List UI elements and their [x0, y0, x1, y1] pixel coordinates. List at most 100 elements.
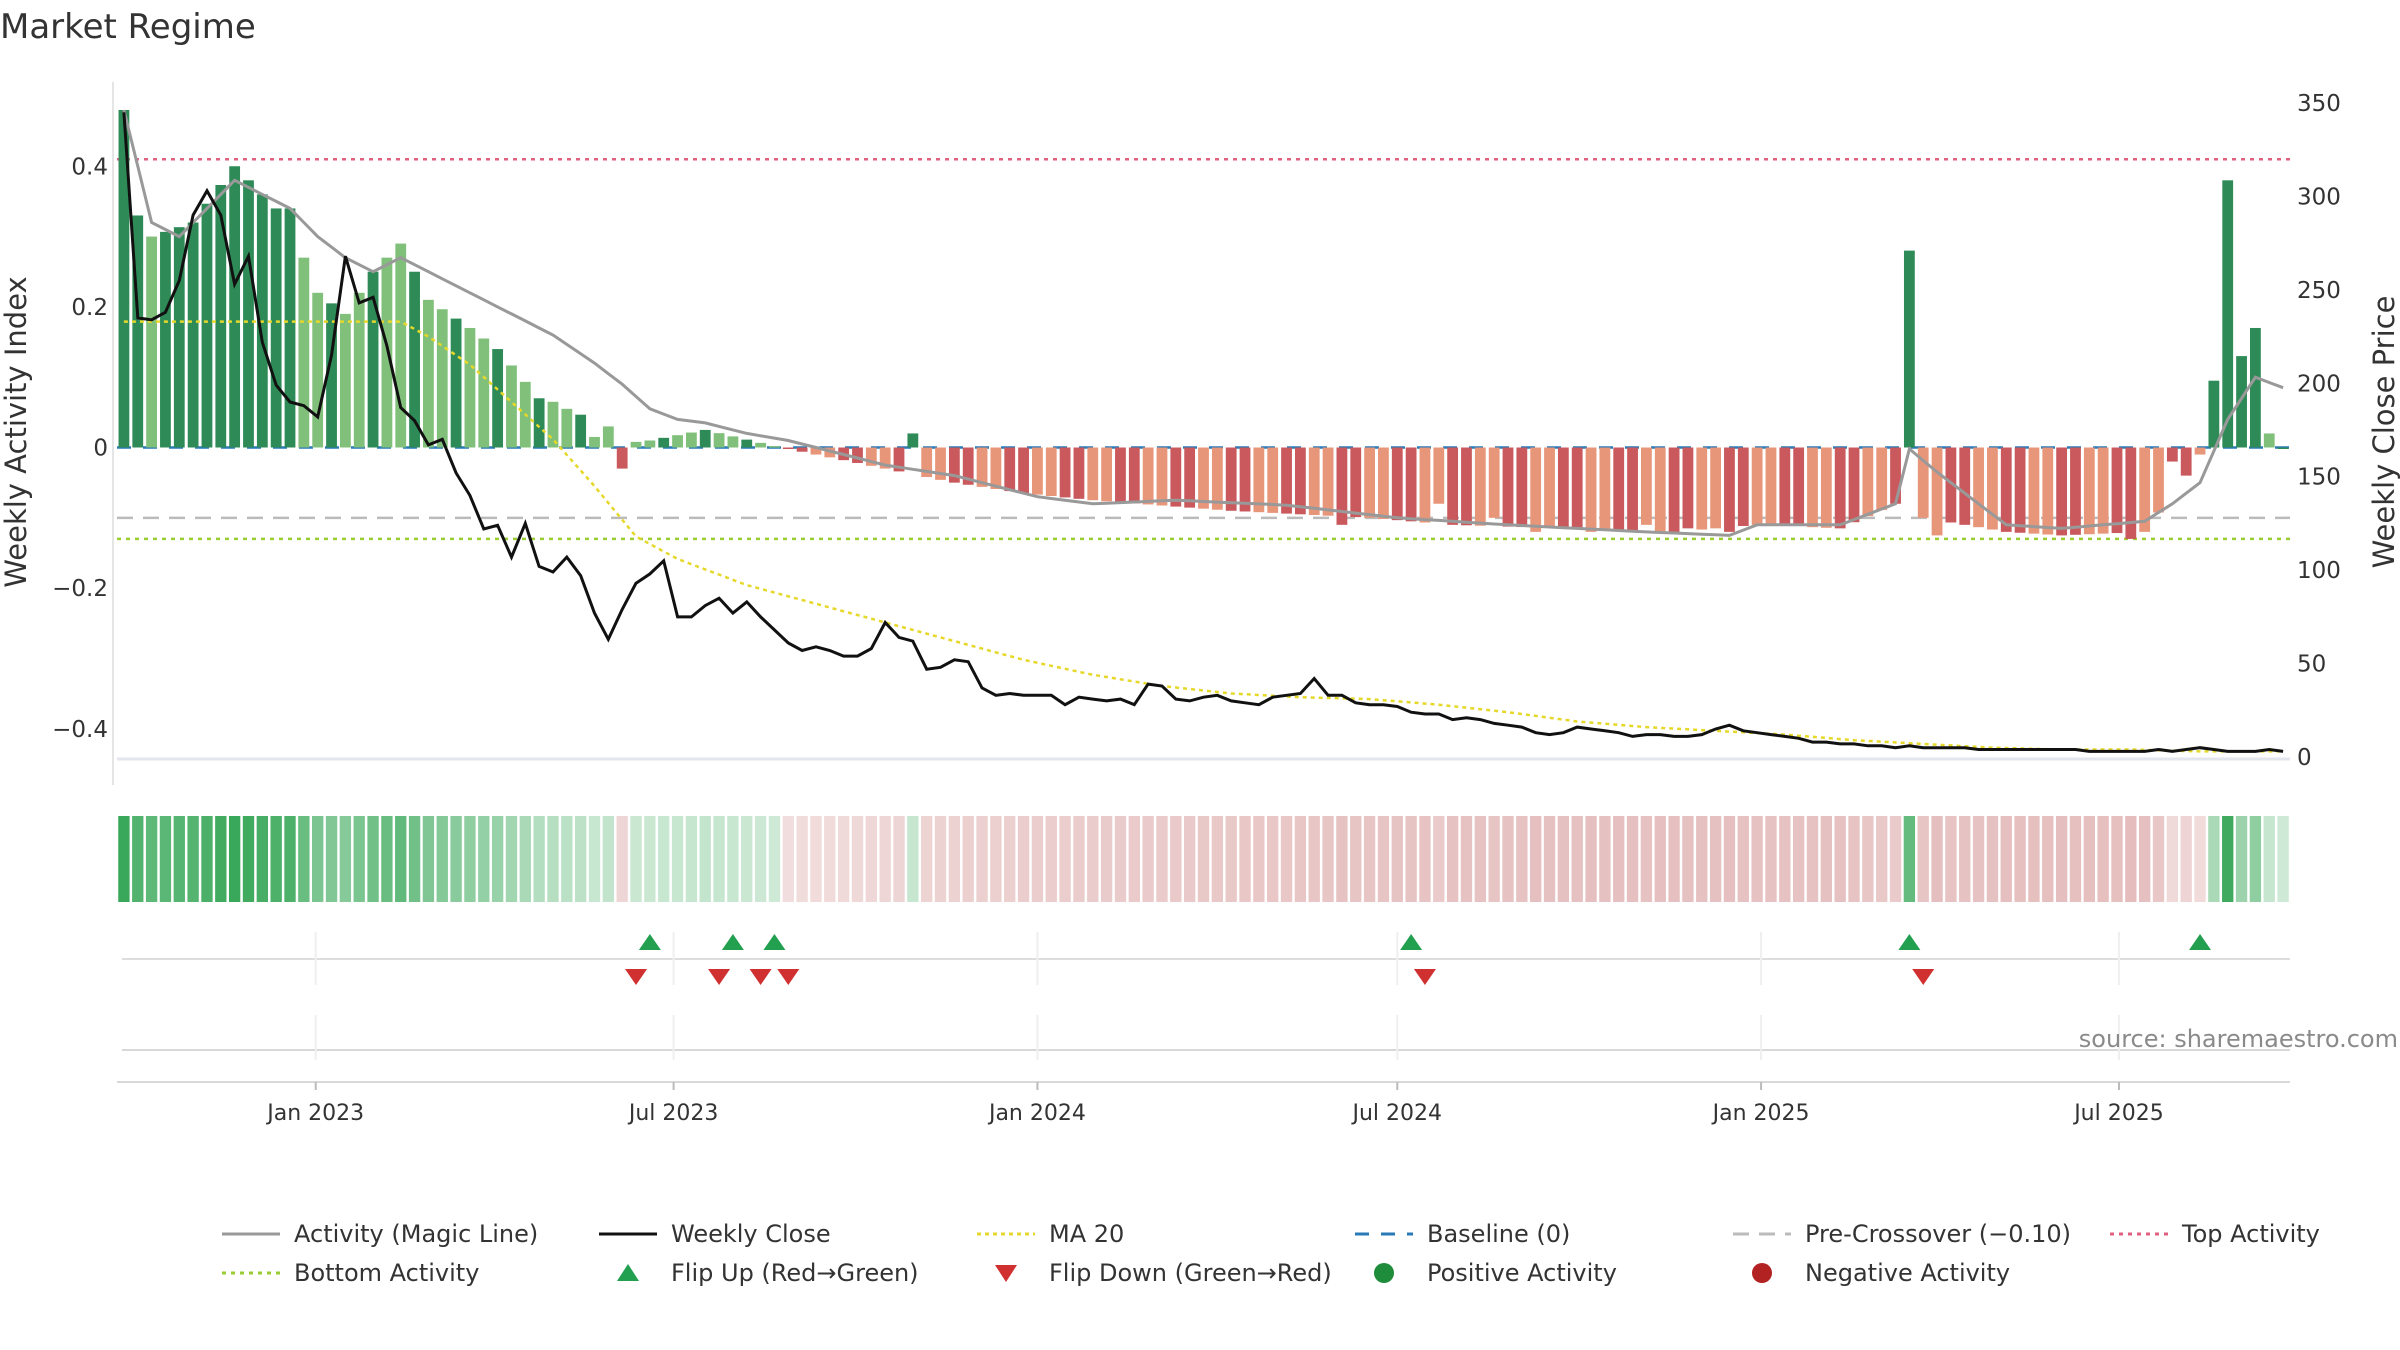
activity-bar	[1032, 447, 1043, 495]
activity-bar	[2277, 447, 2289, 449]
regime-cell	[1433, 816, 1445, 902]
activity-bar	[616, 447, 628, 469]
activity-bar	[1156, 447, 1168, 506]
regime-cell	[1682, 816, 1694, 902]
regime-cell	[1571, 816, 1583, 902]
regime-cell	[1737, 816, 1749, 902]
regime-cell	[1350, 816, 1362, 902]
activity-bar	[1737, 447, 1749, 527]
activity-magic-line	[122, 109, 2284, 537]
activity-bar	[1903, 250, 1915, 448]
date-tick-label: Jul 2024	[1351, 1101, 1443, 1126]
activity-bar	[644, 440, 656, 448]
activity-bar	[1945, 447, 1957, 523]
legend-label: Pre-Crossover (−0.10)	[1805, 1220, 2071, 1248]
activity-bar	[1987, 447, 1998, 530]
regime-cell	[1723, 816, 1736, 902]
right-axis-ticks: 350 300 250 200 150 100 50 0	[2297, 91, 2341, 771]
activity-bar	[1073, 447, 1085, 499]
ma20-line	[123, 320, 2284, 753]
regime-cell	[1267, 816, 1279, 902]
regime-cell	[671, 816, 684, 902]
flip-down-marker	[1912, 969, 1935, 985]
regime-cell	[159, 816, 172, 902]
activity-bar	[1973, 447, 1984, 528]
activity-bar	[339, 313, 351, 448]
regime-cell	[768, 816, 781, 902]
activity-bar	[1599, 447, 1611, 530]
activity-bar	[1668, 447, 1680, 532]
regime-cell	[1336, 816, 1348, 902]
activity-bar	[1391, 447, 1403, 521]
right-tick-label: 150	[2297, 465, 2341, 491]
activity-bar	[1419, 447, 1431, 523]
regime-cell	[782, 816, 794, 902]
legend-item: Negative Activity	[1752, 1259, 2010, 1287]
legend-item: Pre-Crossover (−0.10)	[1733, 1220, 2071, 1248]
flip-down-marker	[777, 969, 800, 985]
regime-cell	[450, 816, 462, 902]
activity-bar	[2097, 447, 2109, 534]
regime-cell	[893, 816, 905, 902]
activity-bar	[2166, 447, 2178, 462]
activity-bar	[1544, 447, 1555, 528]
regime-cell	[2014, 816, 2026, 902]
activity-bar	[118, 110, 130, 448]
series-lines	[122, 109, 2284, 753]
regime-cell	[2097, 816, 2109, 902]
regime-cell	[2055, 816, 2068, 902]
regime-cell	[1031, 816, 1044, 902]
legend: Activity (Magic Line) Weekly Close MA 20 Ba…	[222, 1220, 2320, 1287]
activity-bar	[1557, 447, 1569, 529]
activity-bar	[1004, 447, 1016, 492]
activity-bar	[879, 447, 891, 469]
activity-bar	[2070, 447, 2081, 535]
regime-cell	[1059, 816, 1071, 902]
regime-cell	[2166, 816, 2179, 902]
activity-bar	[948, 447, 960, 483]
activity-bar	[270, 208, 282, 448]
activity-bar	[907, 433, 919, 448]
regime-cell	[1751, 816, 1763, 902]
regime-cell	[810, 816, 822, 902]
flip-up-marker	[1400, 934, 1423, 950]
regime-cell	[1100, 816, 1113, 902]
activity-bar	[2111, 447, 2123, 534]
regime-cell	[2042, 816, 2054, 902]
regime-cell	[339, 816, 352, 902]
activity-bar	[2263, 433, 2275, 448]
date-tick-label: Jul 2025	[2072, 1101, 2164, 1126]
activity-bar	[1807, 447, 1818, 528]
right-tick-label: 50	[2297, 652, 2326, 678]
left-axis-ticks: 0.4 0.2 0 −0.2 −0.4	[52, 154, 108, 743]
regime-cell	[312, 816, 324, 902]
regime-cell	[1004, 816, 1016, 902]
regime-cell	[1986, 816, 1999, 902]
regime-cell	[699, 816, 711, 902]
regime-cell	[1280, 816, 1293, 902]
regime-cell	[533, 816, 545, 902]
regime-cell	[1460, 816, 1473, 902]
regime-cell	[934, 816, 947, 902]
regime-cell	[865, 816, 877, 902]
regime-cell	[1294, 816, 1307, 902]
regime-cell	[837, 816, 850, 902]
regime-cell	[727, 816, 739, 902]
activity-bar	[1793, 447, 1805, 525]
regime-cell	[921, 816, 933, 902]
regime-cell	[228, 816, 241, 902]
regime-cell	[1211, 816, 1224, 902]
left-tick-label: −0.4	[52, 717, 108, 743]
date-tick-label: Jan 2023	[265, 1101, 364, 1126]
chart-title: Market Regime	[0, 7, 256, 47]
regime-cell	[990, 816, 1002, 902]
flip-up-marker	[763, 934, 786, 950]
regime-cell	[1308, 816, 1320, 902]
activity-bar	[852, 447, 863, 463]
regime-cell	[1239, 816, 1251, 902]
activity-bar	[727, 436, 739, 448]
regime-cell	[1931, 816, 1943, 902]
activity-bar	[2125, 447, 2137, 539]
regime-cell	[879, 816, 891, 902]
activity-bar	[284, 208, 296, 448]
